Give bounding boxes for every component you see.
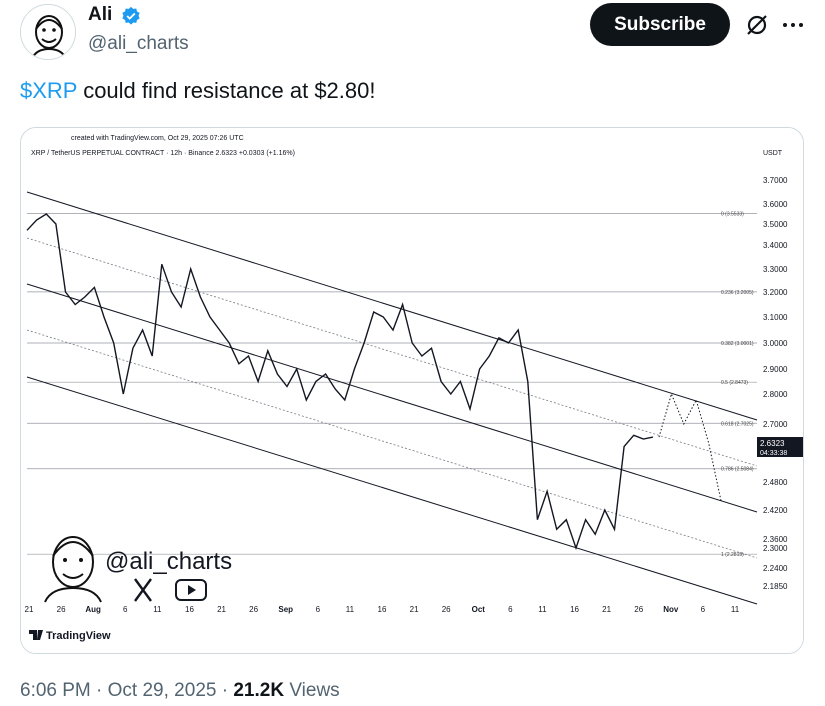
x-tick-label: Nov <box>663 605 679 614</box>
y-tick-label: 2.4800 <box>763 478 788 487</box>
x-tick-label: 16 <box>570 605 579 614</box>
x-tick-label: 26 <box>442 605 451 614</box>
projection-line <box>658 392 722 501</box>
fib-level-label: 1 (2.2815) <box>721 552 744 558</box>
last-price-badge <box>757 437 803 457</box>
x-tick-label: 26 <box>634 605 643 614</box>
x-tick-label: 21 <box>217 605 226 614</box>
y-tick-label: 3.5000 <box>763 220 788 229</box>
tweet-header: Ali @ali_charts Subscribe <box>0 0 825 72</box>
fib-level-label: 0.5 (2.8473) <box>721 380 748 386</box>
y-tick-label: 2.8000 <box>763 390 788 399</box>
x-tick-label: 21 <box>602 605 611 614</box>
author-name[interactable]: Ali <box>88 4 113 25</box>
watermark-avatar <box>44 536 102 603</box>
more-icon[interactable] <box>780 12 806 38</box>
channel-lower-line <box>26 376 758 605</box>
x-logo-icon <box>134 578 152 602</box>
tweet-date[interactable]: Oct 29, 2025 <box>107 680 217 701</box>
y-tick-label: 3.2000 <box>763 288 788 297</box>
youtube-icon <box>175 579 207 601</box>
x-tick-label: 26 <box>249 605 258 614</box>
y-axis: 3.7000 3.6000 3.5000 3.4000 3.3000 3.2000 3.10… <box>763 176 788 591</box>
tweet-time[interactable]: 6:06 PM <box>20 680 91 701</box>
x-tick-label: 6 <box>508 605 513 614</box>
tweet-text-body: could find resistance at $2.80! <box>77 78 376 103</box>
y-tick-label: 3.3000 <box>763 265 788 274</box>
x-axis: 21 26 Aug 6 11 16 21 26 Sep 6 11 16 21 26 Oct 6 11 16 21 26… <box>25 605 740 614</box>
meta-separator: · <box>90 680 108 701</box>
last-price-value: 2.6323 <box>760 439 785 448</box>
author-handle[interactable]: @ali_charts <box>88 33 189 54</box>
y-tick-label: 3.7000 <box>763 176 788 185</box>
x-tick-label: 6 <box>701 605 706 614</box>
y-tick-label: 2.4200 <box>763 506 788 515</box>
views-count: 21.2K <box>233 680 285 701</box>
tweet-media-chart[interactable]: created with TradingView.com, Oct 29, 20… <box>20 127 804 654</box>
avatar-illustration <box>21 5 75 59</box>
tweet-text: $XRP could find resistance at $2.80! <box>20 78 376 104</box>
y-tick-label: 3.1000 <box>763 313 788 322</box>
x-tick-label: 11 <box>153 605 162 614</box>
channel-dotted-line <box>26 329 758 559</box>
y-tick-label: 2.3000 <box>763 544 788 553</box>
fib-level-label: 0.382 (3.0001) <box>721 341 754 347</box>
currency-label: USDT <box>763 150 783 157</box>
verified-badge-icon <box>122 6 140 25</box>
watermark-handle: @ali_charts <box>105 548 232 575</box>
x-tick-label: Oct <box>472 605 486 614</box>
tweet-meta: 6:06 PM · Oct 29, 2025 · 21.2K Views <box>20 680 340 702</box>
x-tick-label: 21 <box>410 605 419 614</box>
fib-level-label: 0 (3.5533) <box>721 211 744 217</box>
x-tick-label: 16 <box>185 605 194 614</box>
channel-middle-line <box>26 283 758 513</box>
x-tick-label: 16 <box>378 605 387 614</box>
channel-dotted-line <box>26 237 758 467</box>
x-tick-label: 6 <box>316 605 321 614</box>
tradingview-logo: TradingView <box>29 630 111 642</box>
candle-countdown: 04:33:38 <box>760 450 787 457</box>
x-tick-label: 11 <box>346 605 355 614</box>
y-tick-label: 2.1850 <box>763 582 788 591</box>
fib-level-label: 0.236 (3.2005) <box>721 290 754 296</box>
watermark: @ali_charts <box>44 536 232 603</box>
x-tick-label: 26 <box>57 605 66 614</box>
grok-icon[interactable] <box>744 12 770 38</box>
cashtag-link[interactable]: $XRP <box>20 78 78 103</box>
fib-levels: 0 (3.5533) 0.236 (3.2005) 0.382 (3.0001) 0.… <box>27 211 757 558</box>
x-tick-label: 6 <box>123 605 128 614</box>
y-tick-label: 2.3600 <box>763 535 788 544</box>
x-tick-label: 11 <box>731 605 740 614</box>
meta-separator: · <box>216 680 234 701</box>
x-tick-label: Sep <box>278 605 293 614</box>
y-tick-label: 2.9000 <box>763 365 788 374</box>
x-tick-label: 21 <box>25 605 34 614</box>
views-label: Views <box>284 680 340 701</box>
fib-level-label: 0.618 (2.7025) <box>721 421 754 427</box>
price-line <box>26 213 654 551</box>
y-tick-label: 3.4000 <box>763 241 788 250</box>
channel-upper-line <box>26 191 758 421</box>
trend-channel <box>26 191 758 605</box>
created-with-text: created with TradingView.com, Oct 29, 20… <box>71 135 244 142</box>
x-tick-label: Aug <box>85 605 101 614</box>
y-tick-label: 2.2400 <box>763 564 788 573</box>
x-tick-label: 11 <box>538 605 547 614</box>
avatar[interactable] <box>20 4 76 60</box>
subscribe-button[interactable]: Subscribe <box>590 3 730 46</box>
y-tick-label: 3.0000 <box>763 339 788 348</box>
symbol-line: XRP / TetherUS PERPETUAL CONTRACT · 12h … <box>31 150 295 157</box>
fib-level-label: 0.786 (2.5084) <box>721 467 754 473</box>
price-chart: created with TradingView.com, Oct 29, 20… <box>21 128 803 653</box>
y-tick-label: 2.7000 <box>763 420 788 429</box>
tradingview-brand: TradingView <box>46 630 111 642</box>
y-tick-label: 3.6000 <box>763 200 788 209</box>
